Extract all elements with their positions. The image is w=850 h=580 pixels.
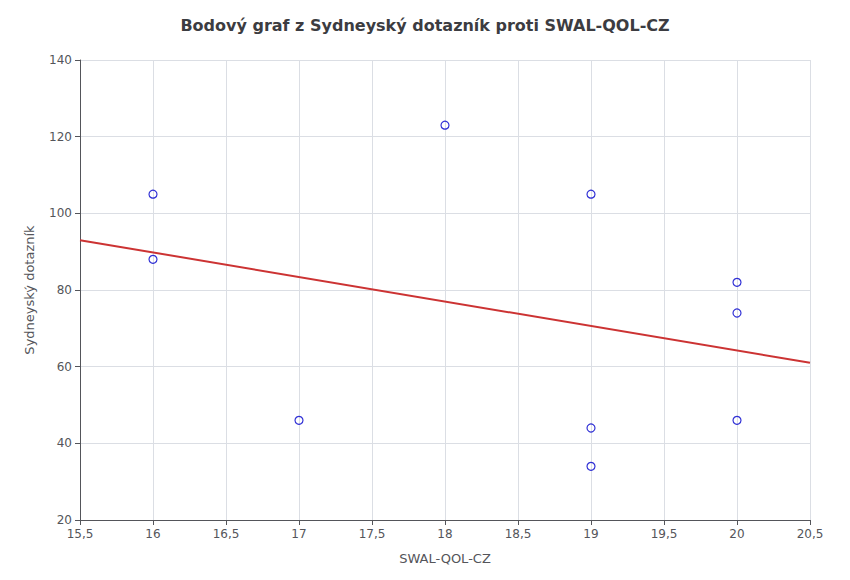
svg-text:60: 60 (57, 360, 72, 374)
svg-text:17: 17 (291, 527, 306, 541)
svg-text:15,5: 15,5 (67, 527, 94, 541)
svg-text:40: 40 (57, 436, 72, 450)
svg-text:19: 19 (583, 527, 598, 541)
svg-text:Sydneyský dotazník: Sydneyský dotazník (22, 225, 37, 355)
svg-text:SWAL-QOL-CZ: SWAL-QOL-CZ (399, 551, 491, 566)
svg-text:120: 120 (49, 130, 72, 144)
svg-text:20,5: 20,5 (797, 527, 824, 541)
svg-text:16: 16 (145, 527, 160, 541)
svg-text:Bodový graf z Sydneyský dotazn: Bodový graf z Sydneyský dotazník proti S… (180, 16, 669, 35)
svg-text:20: 20 (57, 513, 72, 527)
svg-text:18,5: 18,5 (505, 527, 532, 541)
svg-text:140: 140 (49, 53, 72, 67)
svg-text:18: 18 (437, 527, 452, 541)
svg-text:16,5: 16,5 (213, 527, 240, 541)
svg-text:19,5: 19,5 (651, 527, 678, 541)
svg-text:20: 20 (729, 527, 744, 541)
svg-text:80: 80 (57, 283, 72, 297)
svg-text:17,5: 17,5 (359, 527, 386, 541)
svg-text:100: 100 (49, 206, 72, 220)
